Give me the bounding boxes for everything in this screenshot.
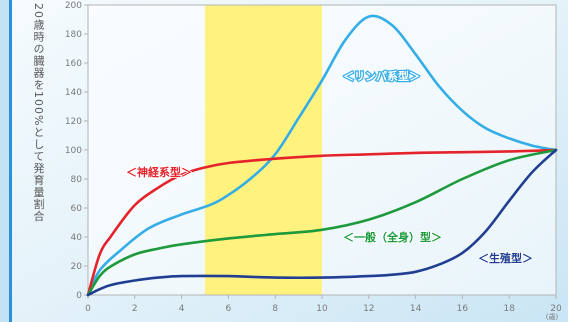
left-accent-stripe <box>9 0 12 322</box>
y-axis-title: 20歳時の臓器を100%として発育量割合 <box>33 3 44 222</box>
x-tick-label: 8 <box>272 304 278 314</box>
y-tick-label: 60 <box>71 204 83 214</box>
x-tick-label: 14 <box>410 304 422 314</box>
y-tick-label: 200 <box>65 1 82 11</box>
series-label-general: ＜一般（全身）型＞ <box>343 230 442 244</box>
x-tick-label: 2 <box>132 304 138 314</box>
y-tick-label: 100 <box>65 146 82 156</box>
y-tick-label: 180 <box>65 30 82 40</box>
x-axis-unit: (歳) <box>546 312 559 321</box>
highlight-band <box>205 5 322 295</box>
series-label-reproductive: ＜生殖型＞ <box>478 251 533 265</box>
x-tick-label: 0 <box>85 304 91 314</box>
x-tick-label: 16 <box>457 304 469 314</box>
left-margin-band <box>0 0 9 322</box>
x-tick-label: 6 <box>226 304 232 314</box>
series-label-lymphoid: ＜リンパ系型＞ <box>343 69 420 83</box>
y-tick-label: 140 <box>65 88 82 98</box>
x-tick-label: 18 <box>503 304 515 314</box>
series-label-neural: ＜神経系型＞ <box>126 165 192 179</box>
x-tick-label: 4 <box>179 304 185 314</box>
x-tick-label: 12 <box>363 304 374 314</box>
x-tick-label: 10 <box>316 304 328 314</box>
y-tick-label: 80 <box>71 175 83 185</box>
y-tick-label: 0 <box>76 291 82 301</box>
y-tick-label: 160 <box>65 59 82 69</box>
y-tick-label: 120 <box>65 117 82 127</box>
y-tick-label: 40 <box>71 233 83 243</box>
y-tick-label: 20 <box>71 262 83 272</box>
